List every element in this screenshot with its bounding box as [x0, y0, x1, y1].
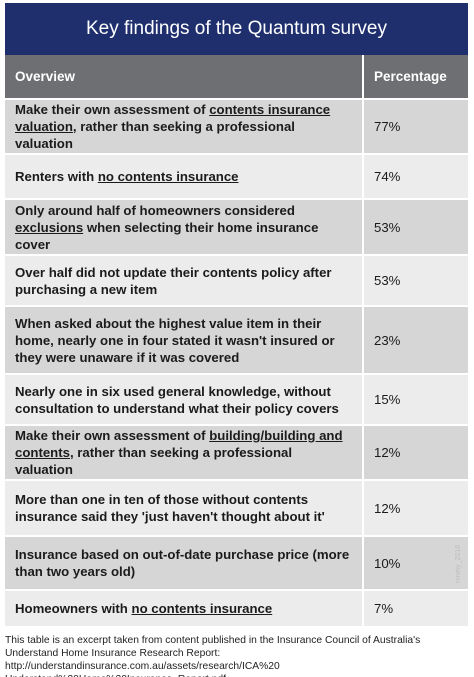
row-overview-cell: Insurance based on out-of-date purchase … — [5, 537, 364, 589]
row-overview-cell: Homeowners with no contents insurance — [5, 591, 364, 626]
underlined-term: contents insurance valuation — [15, 102, 331, 134]
row-text-segment: Over half did not update their contents … — [15, 264, 332, 297]
table-row: Nearly one in six used general knowledge… — [5, 373, 468, 424]
table-header-row: Overview Percentage — [5, 55, 468, 98]
row-text-segment: Renters with — [15, 169, 98, 184]
row-overview-text: More than one in ten of those without co… — [15, 491, 352, 525]
row-text-segment: Make their own assessment of — [15, 102, 210, 117]
row-text-segment: When asked about the highest value item … — [15, 315, 335, 365]
row-text-segment: More than one in ten of those without co… — [15, 492, 325, 524]
row-percentage: 77% — [374, 119, 401, 134]
table-title: Key findings of the Quantum survey — [5, 3, 468, 55]
row-overview-text: Insurance based on out-of-date purchase … — [15, 546, 352, 580]
findings-table-card: Key findings of the Quantum survey Overv… — [5, 3, 468, 631]
table-row: Renters with no contents insurance 74% — [5, 153, 468, 198]
row-overview-text: Only around half of homeowners considere… — [15, 202, 352, 253]
row-overview-cell: Nearly one in six used general knowledge… — [5, 375, 364, 424]
row-text-segment: Insurance based on out-of-date purchase … — [15, 547, 350, 579]
row-overview-cell: When asked about the highest value item … — [5, 307, 364, 373]
table-row: Make their own assessment of contents in… — [5, 98, 468, 153]
row-percentage: 53% — [374, 273, 401, 288]
row-overview-text: Nearly one in six used general knowledge… — [15, 383, 352, 417]
row-percentage: 15% — [374, 392, 401, 407]
row-overview-text: Homeowners with no contents insurance — [15, 600, 272, 617]
row-text-segment: Nearly one in six used general knowledge… — [15, 383, 339, 416]
row-overview-cell: More than one in ten of those without co… — [5, 481, 364, 535]
row-text-segment: , rather than seeking a professional val… — [15, 119, 295, 151]
row-text-segment: Homeowners with — [15, 601, 132, 616]
row-overview-cell: Make their own assessment of building/bu… — [5, 426, 364, 479]
underlined-term: no contents insurance — [131, 601, 273, 616]
row-percentage: 7% — [374, 601, 394, 616]
row-percentage: 23% — [374, 332, 401, 348]
table-row: Make their own assessment of building/bu… — [5, 424, 468, 479]
row-text-segment: , rather than seeking a professional val… — [15, 445, 293, 477]
row-overview-cell: Only around half of homeowners considere… — [5, 200, 364, 254]
row-overview-cell: Renters with no contents insurance — [5, 155, 364, 198]
row-percentage: 12% — [374, 445, 401, 460]
header-overview: Overview — [5, 55, 364, 98]
row-percentage: 53% — [374, 219, 401, 235]
source-footnote: This table is an excerpt taken from cont… — [5, 635, 421, 677]
row-overview-text: When asked about the highest value item … — [15, 315, 352, 366]
row-overview-cell: Make their own assessment of contents in… — [5, 100, 364, 153]
watermark: ninety_2016 — [455, 544, 462, 583]
underlined-term: no contents insurance — [97, 169, 239, 184]
row-overview-cell: Over half did not update their contents … — [5, 256, 364, 305]
row-percentage: 12% — [374, 500, 401, 516]
table-row: More than one in ten of those without co… — [5, 479, 468, 535]
row-overview-text: Make their own assessment of contents in… — [15, 101, 352, 152]
table-row: Only around half of homeowners considere… — [5, 198, 468, 254]
table-row: Homeowners with no contents insurance 7% — [5, 589, 468, 626]
row-percentage: 74% — [374, 169, 401, 184]
row-overview-text: Make their own assessment of building/bu… — [15, 427, 352, 478]
table-body: Make their own assessment of contents in… — [5, 98, 468, 626]
table-row: Insurance based on out-of-date purchase … — [5, 535, 468, 589]
row-text-segment: Only around half of homeowners considere… — [15, 202, 295, 218]
row-text-segment: Make their own assessment of — [15, 428, 210, 443]
underlined-term: building/building and contents — [15, 428, 343, 460]
row-overview-text: Renters with no contents insurance — [15, 168, 239, 185]
underlined-term: exclusions — [15, 219, 84, 235]
row-overview-text: Over half did not update their contents … — [15, 264, 352, 298]
header-percentage: Percentage — [374, 69, 447, 84]
row-text-segment: when selecting their home insurance cove… — [15, 219, 319, 252]
row-percentage: 10% — [374, 555, 401, 571]
table-row: When asked about the highest value item … — [5, 305, 468, 373]
table-row: Over half did not update their contents … — [5, 254, 468, 305]
